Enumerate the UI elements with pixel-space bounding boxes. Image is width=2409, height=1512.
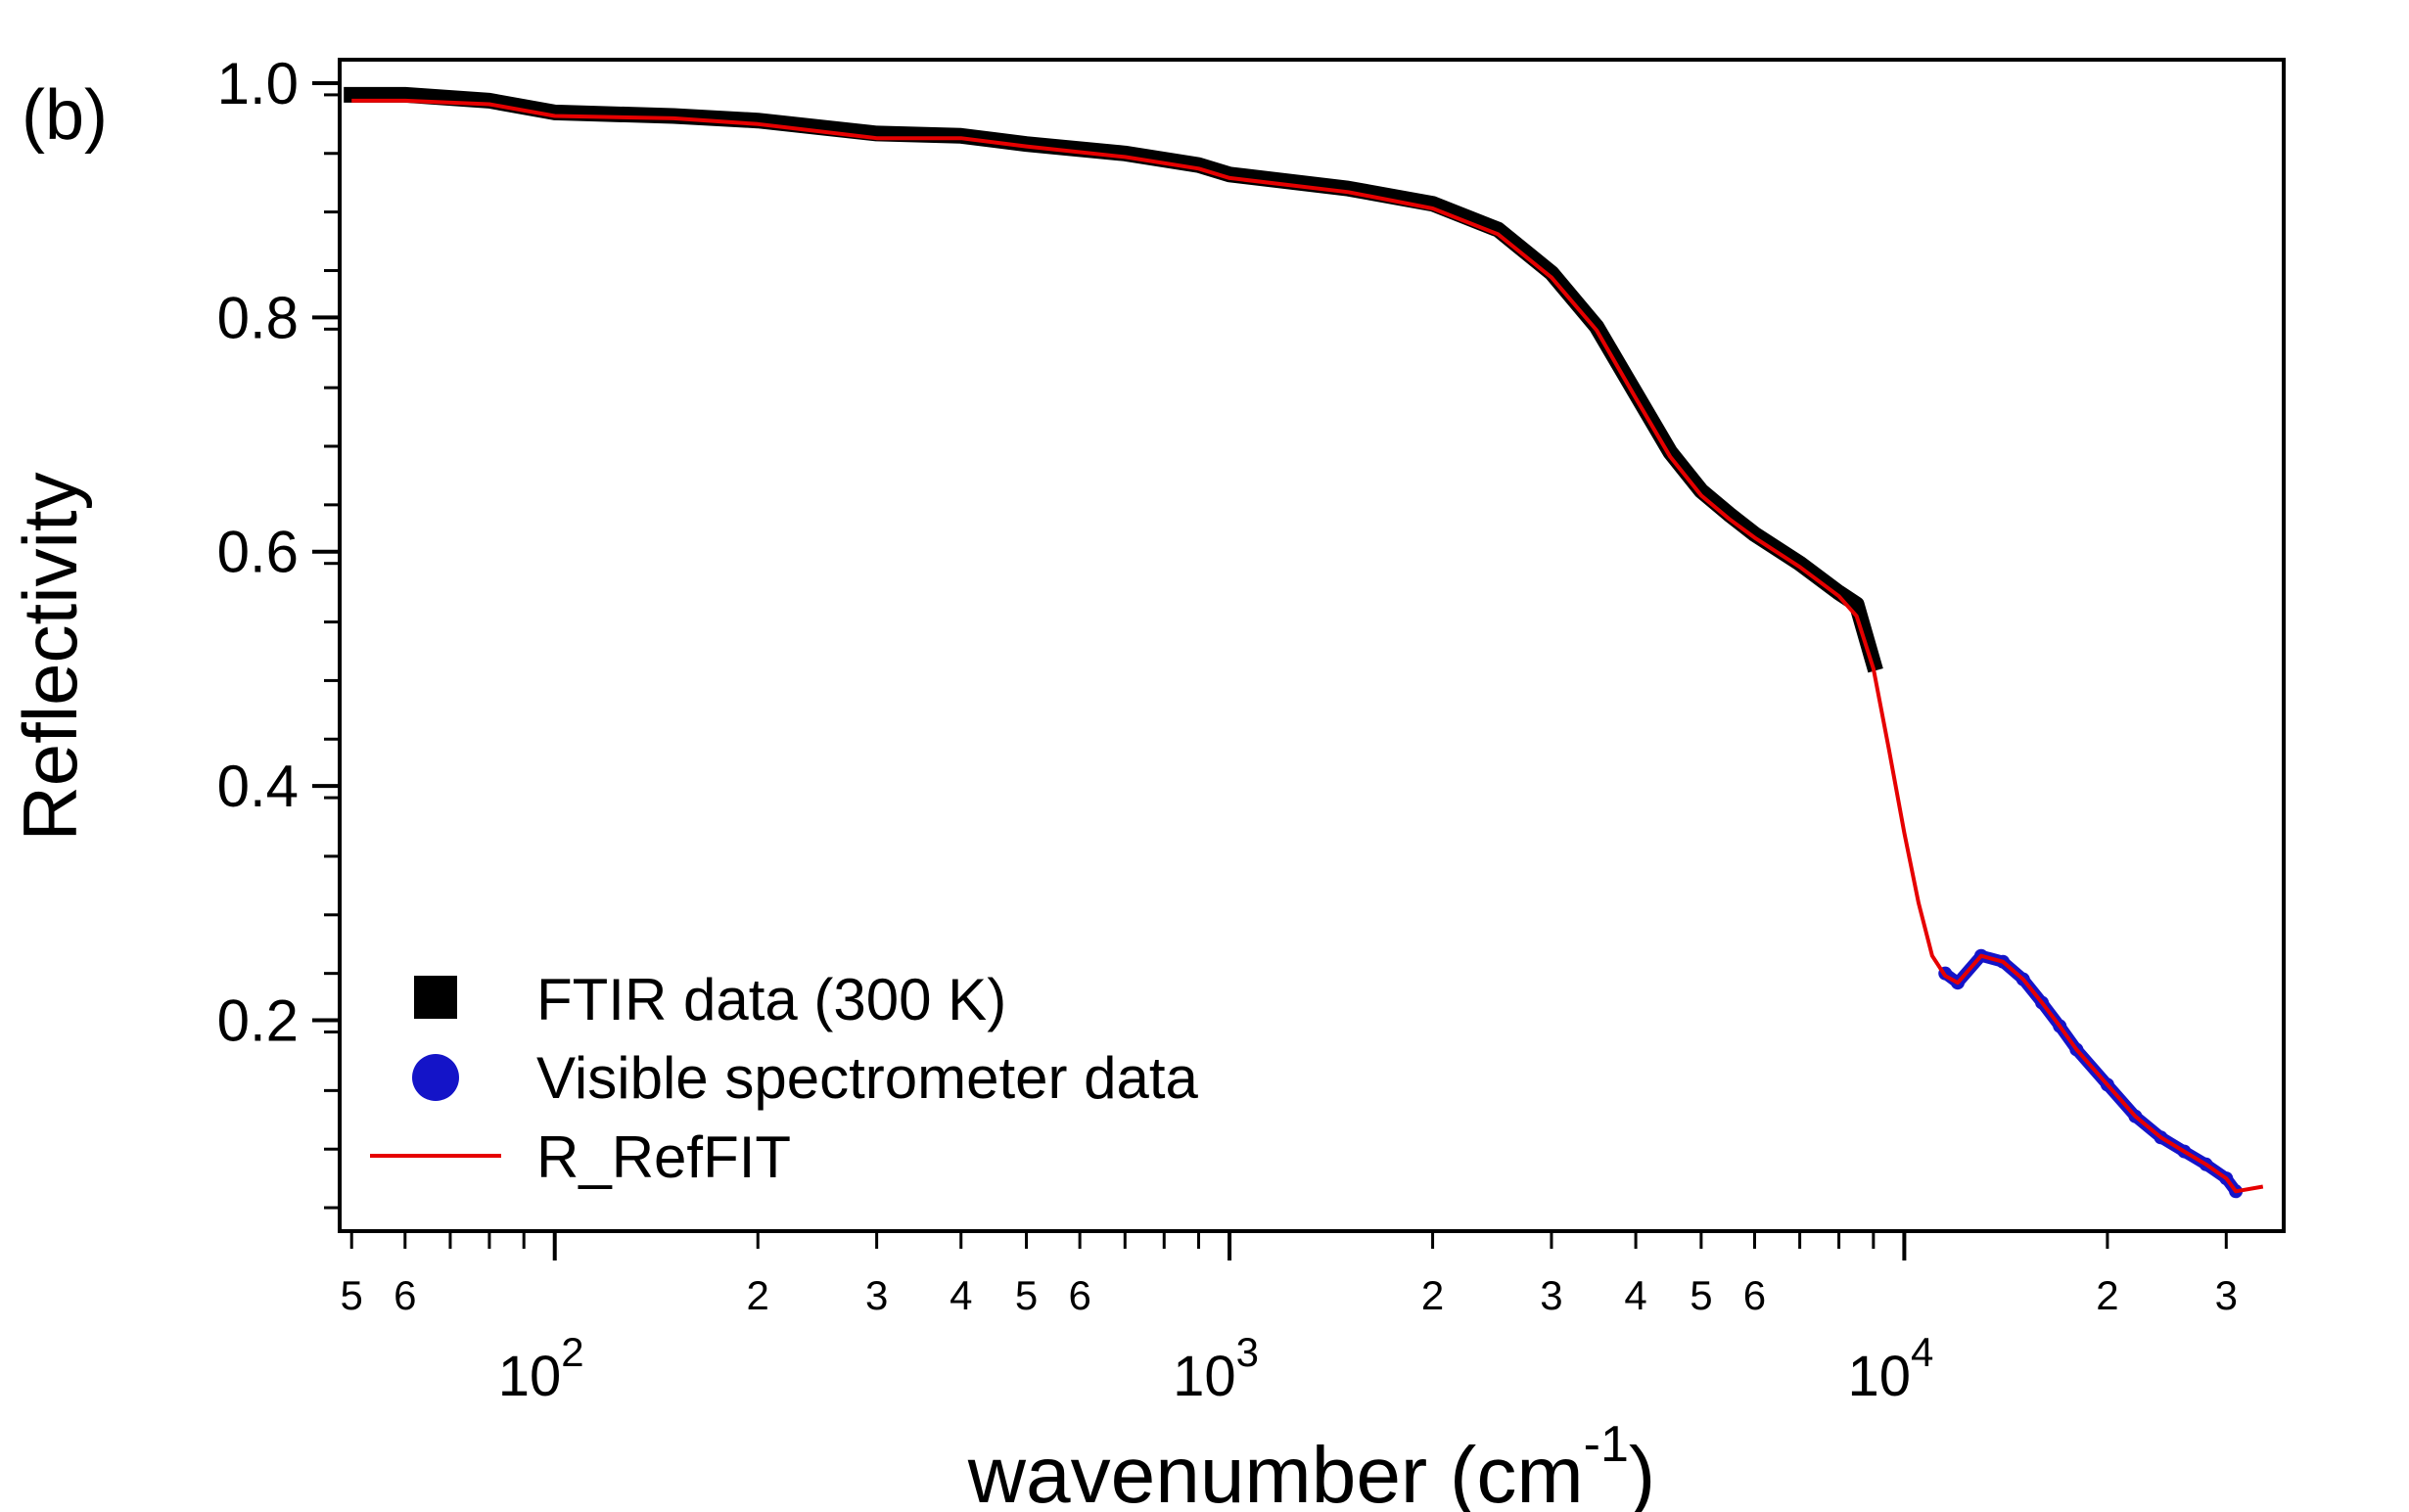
y-tick-label: 0.6 [217, 520, 299, 585]
ftir-data-point [1851, 599, 1862, 610]
x-minor-tick-label: 4 [950, 1272, 972, 1318]
x-axis-label-close: ) [1629, 1431, 1655, 1512]
x-major-tick-base: 10 [1173, 1345, 1236, 1408]
x-major-tick-exponent: 2 [561, 1329, 583, 1375]
x-minor-tick-label: 3 [2215, 1272, 2238, 1318]
x-axis-label-superscript: -1 [1584, 1416, 1629, 1473]
ftir-data-point [484, 95, 494, 106]
ftir-data-point [1665, 446, 1676, 457]
ftir-data-point [549, 107, 560, 117]
x-major-tick-label: 104 [1847, 1329, 1933, 1408]
x-minor-tick-label: 2 [1421, 1272, 1444, 1318]
legend-marker-ftir [414, 976, 457, 1019]
ftir-data-point [1427, 199, 1438, 209]
ftir-data-point [399, 89, 410, 100]
x-minor-tick-label: 3 [1540, 1272, 1562, 1318]
ftir-data-point [1833, 587, 1844, 598]
x-minor-tick-label: 2 [2096, 1272, 2118, 1318]
reffit-line [351, 98, 2264, 1194]
ftir-data-point [1592, 321, 1602, 332]
ftir-data-point [1794, 558, 1805, 569]
plot-frame [338, 58, 2286, 1233]
ftir-data-point [1021, 139, 1032, 150]
ftir-data-point [1120, 148, 1131, 159]
x-minor-tick-label: 6 [1068, 1272, 1090, 1318]
x-major-tick-exponent: 3 [1236, 1329, 1259, 1375]
x-major-tick-base: 10 [498, 1345, 562, 1408]
x-minor-tick-label: 5 [1690, 1272, 1712, 1318]
y-axis-ticks: 0.2 0.4 0.6 0.8 1.0 [217, 51, 340, 1210]
ftir-data-point [1546, 267, 1556, 278]
ftir-data-point [1343, 183, 1354, 194]
legend-marker-visible [412, 1054, 459, 1101]
ftir-data-point [1749, 528, 1760, 539]
legend-label-ftir: FTIR data (300 K) [536, 967, 1006, 1032]
x-axis-label-main: wavenumber (cm [967, 1431, 1584, 1512]
y-tick-label: 0.2 [217, 988, 299, 1054]
x-major-tick-exponent: 4 [1911, 1329, 1933, 1375]
ftir-data-point [871, 128, 882, 139]
x-minor-tick-label: 6 [394, 1272, 416, 1318]
x-minor-tick-label: 3 [865, 1272, 888, 1318]
y-tick-label: 0.4 [217, 754, 299, 819]
x-minor-tick-label: 2 [747, 1272, 769, 1318]
x-major-tick-label: 103 [1173, 1329, 1259, 1408]
ftir-data-line [344, 86, 1883, 673]
y-axis-label: Reflectivity [7, 472, 93, 841]
x-minor-tick-label: 6 [1743, 1272, 1766, 1318]
y-tick-label: 0.8 [217, 285, 299, 350]
x-major-tick-base: 10 [1847, 1345, 1911, 1408]
legend-label-visible: Visible spectrometer data [536, 1045, 1199, 1111]
y-tick-label: 1.0 [217, 51, 299, 116]
ftir-data-point [1695, 485, 1706, 496]
panel-label: (b) [22, 76, 108, 155]
ftir-data-point [1225, 169, 1235, 180]
ftir-data-point [1193, 160, 1204, 170]
ftir-data-point [1631, 389, 1642, 399]
ftir-data-point [669, 111, 679, 121]
x-minor-tick-label: 5 [341, 1272, 363, 1318]
ftir-data-point [347, 89, 357, 100]
x-minor-tick-label: 4 [1624, 1272, 1646, 1318]
legend-label-reffit: R_RefFIT [536, 1124, 791, 1190]
x-axis-label: wavenumber (cm-1) [967, 1416, 1655, 1512]
ftir-data-point [955, 130, 966, 141]
x-minor-tick-label: 5 [1015, 1272, 1038, 1318]
ftir-data-point [753, 115, 764, 126]
ftir-data-point [1493, 224, 1504, 235]
x-major-tick-label: 102 [498, 1329, 584, 1408]
legend: FTIR data (300 K) Visible spectrometer d… [370, 967, 1199, 1190]
ftir-data-point [1724, 509, 1735, 520]
series-layer [344, 86, 2264, 1199]
